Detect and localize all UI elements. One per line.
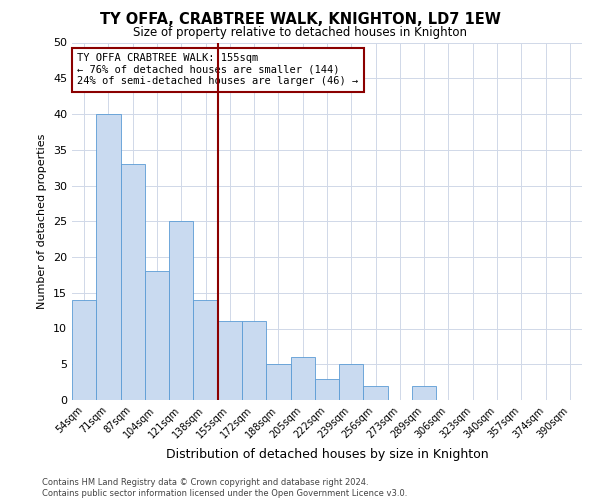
Bar [315,378,339,400]
Bar [242,322,266,400]
Text: Contains HM Land Registry data © Crown copyright and database right 2024.
Contai: Contains HM Land Registry data © Crown c… [42,478,407,498]
Bar [96,114,121,400]
Y-axis label: Number of detached properties: Number of detached properties [37,134,47,309]
Bar [145,272,169,400]
Bar [339,364,364,400]
Bar [412,386,436,400]
Text: TY OFFA CRABTREE WALK: 155sqm
← 76% of detached houses are smaller (144)
24% of : TY OFFA CRABTREE WALK: 155sqm ← 76% of d… [77,53,358,86]
Bar [193,300,218,400]
Bar [72,300,96,400]
Bar [169,221,193,400]
Text: TY OFFA, CRABTREE WALK, KNIGHTON, LD7 1EW: TY OFFA, CRABTREE WALK, KNIGHTON, LD7 1E… [100,12,500,28]
Text: Size of property relative to detached houses in Knighton: Size of property relative to detached ho… [133,26,467,39]
Bar [266,364,290,400]
Bar [121,164,145,400]
Bar [364,386,388,400]
X-axis label: Distribution of detached houses by size in Knighton: Distribution of detached houses by size … [166,448,488,461]
Bar [290,357,315,400]
Bar [218,322,242,400]
